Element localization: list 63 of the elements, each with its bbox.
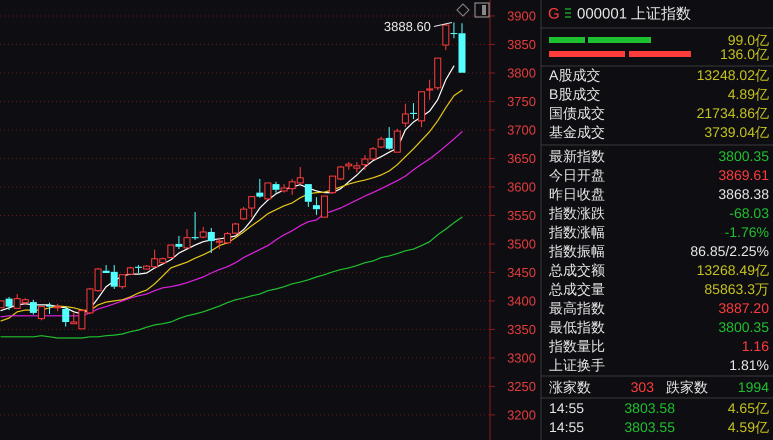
text: 指数涨跌 (548, 205, 605, 221)
text: 85863.3万 (704, 281, 769, 297)
text: 3869.61 (718, 167, 770, 183)
text: 指数涨幅 (548, 224, 605, 240)
annotation: 3888.60 (384, 18, 452, 34)
text: 上证换手 (549, 357, 605, 373)
text: 最低指数 (549, 319, 605, 335)
text: 总成交额 (548, 262, 605, 278)
text: 3887.20 (718, 300, 770, 316)
text: 涨家数 (549, 379, 591, 395)
annotation: 3888.60 (384, 18, 431, 34)
text: 4.59亿 (728, 419, 769, 435)
text: 14:55 (549, 419, 584, 435)
text: G (548, 6, 560, 22)
text: 指数振幅 (548, 243, 605, 259)
text: 今日开盘 (549, 167, 605, 183)
text: 13248.02亿 (696, 67, 769, 83)
text: 303 (630, 379, 654, 395)
y-tick-label: 3450 (507, 264, 536, 280)
y-tick-label: 3750 (507, 94, 536, 109)
text: 总成交量 (548, 281, 605, 297)
text: 1.81% (729, 357, 769, 373)
y-tick-label: 3350 (507, 322, 536, 337)
text: 13268.49亿 (696, 262, 769, 278)
text: 最高指数 (549, 300, 605, 316)
text: 基金成交 (549, 124, 605, 140)
text: 4.89亿 (728, 86, 769, 102)
text: 3803.58 (624, 400, 676, 416)
text: 昨日收盘 (549, 186, 605, 202)
text: 14:55 (549, 400, 584, 416)
text: 国债成交 (549, 105, 605, 121)
text: 136.0亿 (720, 46, 769, 62)
y-tick-label: 3650 (507, 150, 536, 166)
y-tick-label: 3300 (507, 350, 536, 366)
y-tick-label: 3550 (507, 208, 536, 223)
y-tick-label: 3400 (507, 293, 536, 308)
y-tick-label: 3700 (507, 122, 536, 138)
y-tick-label: 3900 (507, 8, 536, 24)
text: 99.0亿 (728, 32, 769, 48)
text: 1.16 (742, 338, 770, 354)
y-tick-label: 3600 (507, 179, 536, 194)
y-tick-label: 3800 (507, 65, 536, 80)
text: 4.65亿 (728, 400, 769, 416)
text: 3800.35 (718, 319, 770, 335)
text: 1994 (738, 379, 770, 395)
text: 3800.35 (718, 148, 770, 164)
y-tick-label: 3250 (507, 378, 536, 394)
text: 最新指数 (549, 148, 605, 164)
y-tick-label: 3850 (507, 36, 536, 52)
y-tick-label: 3200 (507, 407, 536, 422)
text: -1.76% (724, 224, 769, 240)
text: 跌家数 (666, 379, 708, 395)
text: 86.85/2.25% (690, 243, 769, 259)
text: A股成交 (549, 67, 600, 83)
text: 21734.86亿 (696, 105, 769, 121)
text: 指数量比 (548, 338, 605, 354)
y-tick-label: 3500 (507, 236, 536, 252)
text: 3803.55 (624, 419, 676, 435)
text: 3868.38 (718, 186, 770, 202)
text: 3739.04亿 (704, 124, 769, 140)
text: B股成交 (549, 86, 600, 102)
text: -68.03 (729, 205, 770, 221)
text: 000001 上证指数 (577, 6, 692, 22)
